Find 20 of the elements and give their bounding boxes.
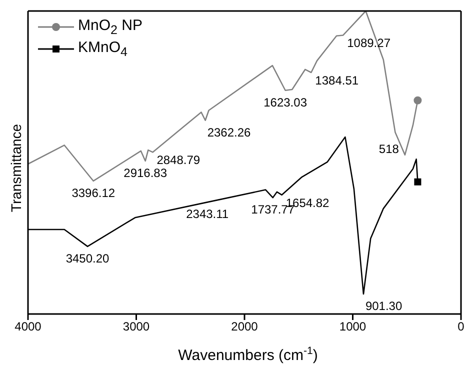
x-tick-label: 0 bbox=[458, 320, 465, 334]
annotation: 1623.03 bbox=[264, 95, 308, 110]
legend-label: KMnO$_{4}$ bbox=[78, 39, 128, 59]
y-axis-title: Transmittance bbox=[8, 124, 24, 212]
x-tick-label: 2000 bbox=[231, 320, 258, 334]
annotation: 2362.26 bbox=[207, 125, 252, 140]
x-tick-label: 1000 bbox=[339, 320, 366, 334]
x-tick-label: 3000 bbox=[122, 320, 150, 334]
annotation: 3396.12 bbox=[72, 186, 116, 200]
annotation: 1089.27 bbox=[347, 36, 391, 50]
annotation: 3450.20 bbox=[66, 251, 110, 266]
annotation: 901.30 bbox=[365, 299, 402, 313]
annotation: 1384.51 bbox=[315, 74, 359, 88]
annotation: 2848.79 bbox=[156, 153, 200, 168]
legend-label: MnO$_{2}$ NP bbox=[78, 17, 142, 37]
annotation: 2343.11 bbox=[186, 207, 229, 222]
x-axis-title: Wavenumbers (cm$^{-1}$) bbox=[178, 345, 318, 364]
annotation: 2916.83 bbox=[124, 166, 168, 180]
x-tick-label: 4000 bbox=[14, 320, 42, 334]
annotation: 518 bbox=[378, 142, 400, 156]
